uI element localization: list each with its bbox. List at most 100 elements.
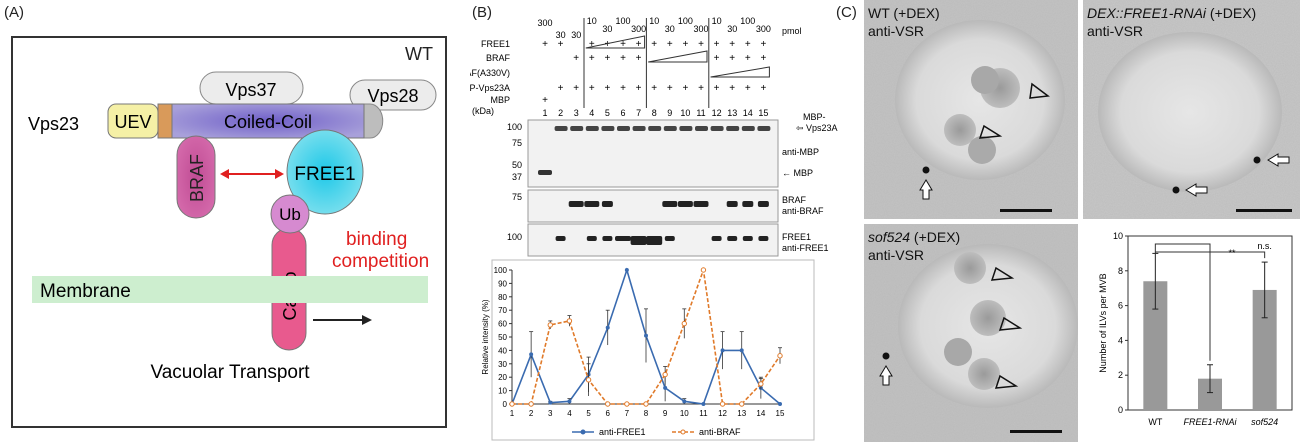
data-point (548, 400, 553, 405)
y-tick-label: 0 (503, 400, 508, 409)
ilv-arrowhead (990, 266, 1015, 281)
blot-band (677, 201, 693, 207)
blot-band (695, 126, 708, 131)
blot-label: anti-BRAF (782, 206, 824, 216)
blot-box (527, 189, 779, 223)
y-tick-label: 4 (1118, 335, 1123, 345)
braf-box (176, 135, 216, 219)
data-point (585, 377, 592, 383)
condition-row-label: MBP-Vps23A (470, 83, 510, 93)
blot-band (693, 201, 709, 207)
data-point (624, 401, 630, 407)
plus-mark: + (760, 39, 766, 50)
blot-band (663, 126, 677, 131)
blot-label: anti-FREE1 (782, 243, 829, 253)
coiled-coil-label: Coiled-Coil (224, 112, 312, 132)
category-label: WT (1148, 417, 1162, 427)
sig-label: ** (1228, 248, 1236, 258)
legend-label: anti-BRAF (699, 427, 741, 437)
data-point (605, 401, 611, 407)
plus-mark: + (636, 53, 642, 64)
sig-bracket (1154, 243, 1211, 361)
x-tick-label: 15 (776, 409, 785, 418)
amount-label: 300 (693, 24, 708, 34)
y-axis-label: Number of ILVs per MVB (1098, 273, 1108, 372)
amount-label: 30 (556, 30, 566, 40)
pmol-label: pmol (782, 26, 802, 36)
panel-c-figure: WT (+DEX) anti-VSR DEX::FREE1-RNAi (+DEX… (864, 0, 1300, 442)
x-tick-label: 2 (529, 409, 534, 418)
plus-mark: + (620, 83, 626, 94)
condition-row-label: BRAF(A330V) (470, 68, 510, 78)
data-point (605, 325, 610, 330)
blot-band (615, 236, 631, 241)
condition-row-label: MBP (490, 95, 510, 105)
gold-particle (882, 352, 890, 360)
uev-label: UEV (114, 112, 151, 132)
blot-band (538, 170, 552, 175)
lane-number: 2 (558, 108, 563, 118)
data-point (644, 333, 648, 338)
y-tick-label: 40 (498, 346, 507, 355)
lane-number: 9 (667, 108, 672, 118)
y-tick-label: 90 (498, 279, 507, 288)
membrane-band (32, 276, 428, 303)
data-point (643, 401, 649, 407)
y-tick-label: 100 (494, 266, 508, 275)
blot-band (554, 126, 568, 131)
sig-label: n.s. (1257, 241, 1272, 251)
data-point (624, 268, 629, 272)
anti-vsr-label: anti-VSR (868, 247, 924, 263)
plus-marks: + + + + + + + + + + + + + + + + + + + + + + + + + + + + + + + + + + + + + + (542, 18, 766, 108)
plus-mark: + (573, 83, 579, 94)
y-tick-label: 30 (498, 360, 507, 369)
y-tick-label: 60 (498, 320, 507, 329)
plus-mark: + (636, 83, 642, 94)
blot-band (555, 236, 566, 241)
data-point (720, 348, 725, 353)
plus-mark: + (714, 39, 720, 50)
y-tick-label: 6 (1118, 301, 1123, 311)
y-tick-label: 20 (498, 373, 507, 382)
lane-number: 8 (652, 108, 657, 118)
blot-band (630, 236, 647, 245)
vps23-label: Vps23 (28, 114, 79, 134)
kda-marker: 75 (512, 138, 522, 148)
vps28-box (349, 79, 437, 111)
data-point (758, 381, 764, 387)
panel-a-diagram: WT Vps37 Vps28 Coiled-Coil UEV Vps23 BRA… (11, 36, 447, 428)
plus-mark: + (667, 83, 673, 94)
data-point (529, 352, 534, 357)
plus-mark: + (636, 39, 642, 50)
y-tick-label: 10 (498, 387, 507, 396)
plus-mark: + (651, 83, 657, 94)
ilv-arrowhead (998, 316, 1023, 331)
x-tick-label: 10 (680, 409, 689, 418)
y-tick-label: 80 (498, 293, 507, 302)
competition-label: competition (332, 251, 429, 272)
gold-particle (1172, 186, 1180, 194)
binding-label: binding (346, 229, 407, 250)
ub-circle (270, 194, 310, 234)
scale-bar (1010, 430, 1062, 433)
blot-band (584, 201, 600, 207)
blot-band (648, 126, 662, 131)
data-point (719, 401, 726, 407)
free1-shape (286, 129, 364, 215)
plus-mark: + (604, 53, 610, 64)
lane-number: 4 (589, 108, 594, 118)
y-tick-label: 10 (1113, 231, 1123, 241)
plus-mark: + (682, 83, 688, 94)
blot-band (727, 236, 738, 241)
data-point (700, 267, 707, 273)
plus-mark: + (714, 83, 720, 94)
western-blots: 100 75 50 37 75 100 MBP-⇦ Vps23A anti-MBP ← MBP B… (507, 112, 838, 257)
plus-mark: + (573, 53, 579, 64)
plus-mark: + (698, 39, 704, 50)
y-tick-label: 2 (1118, 370, 1123, 380)
blot-band (679, 126, 693, 131)
plus-mark: + (760, 53, 766, 64)
blot-label: ⇦ Vps23A (796, 123, 838, 133)
plus-mark: + (760, 83, 766, 94)
amount-label: 30 (665, 24, 675, 34)
